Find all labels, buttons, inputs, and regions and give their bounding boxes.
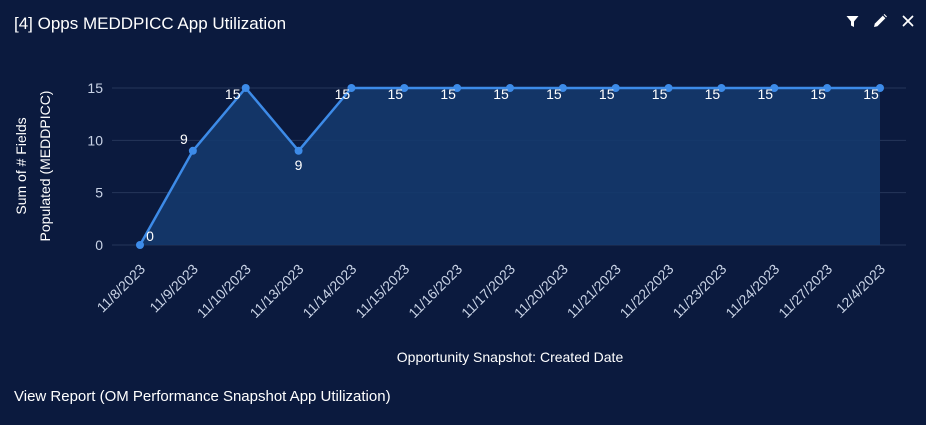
y-axis-title: Populated (MEDDPICC)	[37, 91, 53, 242]
data-label: 15	[757, 86, 773, 102]
data-point	[453, 84, 462, 92]
x-axis-title: Opportunity Snapshot: Created Date	[397, 349, 624, 365]
x-tick-label: 11/16/2023	[405, 261, 465, 321]
chart-area: 0 9 15 9 15 15 15 15 15 15 15 15 15 15 15 0 5 10 15 11/8/20…	[13, 80, 906, 365]
close-icon	[902, 15, 914, 27]
x-tick-label: 11/22/2023	[617, 261, 677, 321]
view-report-link[interactable]: View Report (OM Performance Snapshot App…	[14, 388, 391, 405]
data-point	[400, 84, 409, 92]
x-tick-label: 11/8/2023	[93, 261, 148, 316]
close-button[interactable]	[900, 12, 916, 30]
data-point	[347, 84, 356, 92]
data-label: 9	[295, 157, 303, 173]
data-point	[188, 146, 197, 155]
edit-button[interactable]	[872, 12, 888, 30]
card-toolbar	[844, 12, 916, 30]
x-tick-label: 11/21/2023	[564, 261, 624, 321]
x-tick-label: 11/20/2023	[511, 261, 571, 321]
data-label: 15	[705, 86, 721, 102]
data-label: 15	[599, 86, 615, 102]
card-title: [4] Opps MEDDPICC App Utilization	[14, 14, 287, 33]
data-label: 15	[863, 86, 879, 102]
y-tick-label: 10	[87, 132, 103, 148]
data-point	[611, 84, 620, 92]
data-label: 15	[652, 86, 668, 102]
x-tick-label: 11/27/2023	[775, 261, 835, 321]
data-label: 0	[146, 228, 154, 244]
data-label: 15	[335, 86, 351, 102]
x-tick-label: 11/14/2023	[299, 261, 359, 321]
y-axis-title: Sum of # Fields	[13, 117, 29, 214]
data-point	[876, 84, 884, 92]
data-point	[241, 84, 250, 92]
data-point	[294, 146, 303, 155]
data-point	[136, 241, 144, 249]
area-fill	[140, 88, 880, 245]
x-tick-label: 11/15/2023	[352, 261, 412, 321]
data-point	[823, 84, 832, 92]
filter-icon	[846, 15, 858, 27]
data-label: 15	[546, 86, 562, 102]
data-point	[506, 84, 514, 92]
x-tick-label: 12/4/2023	[833, 261, 889, 317]
y-tick-label: 15	[87, 80, 103, 96]
data-point	[717, 84, 726, 92]
x-tick-label: 11/17/2023	[458, 261, 518, 321]
data-label: 15	[810, 86, 826, 102]
x-tick-label: 11/24/2023	[722, 261, 782, 321]
x-tick-label: 11/10/2023	[194, 261, 254, 321]
line-chart: 0 9 15 9 15 15 15 15 15 15 15 15 15 15 15 0 5 10 15 11/8/20…	[13, 80, 906, 365]
data-point	[664, 84, 673, 92]
x-tick-label: 11/23/2023	[669, 261, 729, 321]
data-label: 9	[180, 131, 188, 147]
data-label: 15	[440, 86, 456, 102]
x-tick-label: 11/13/2023	[247, 261, 307, 321]
data-label: 15	[493, 86, 509, 102]
data-point	[770, 84, 779, 92]
data-label: 15	[387, 86, 403, 102]
edit-icon	[874, 14, 887, 27]
filter-button[interactable]	[844, 12, 860, 30]
data-label: 15	[225, 86, 241, 102]
x-tick-label: 11/9/2023	[146, 261, 201, 316]
data-point	[558, 84, 567, 92]
y-tick-label: 5	[95, 185, 103, 201]
y-tick-label: 0	[95, 237, 103, 253]
